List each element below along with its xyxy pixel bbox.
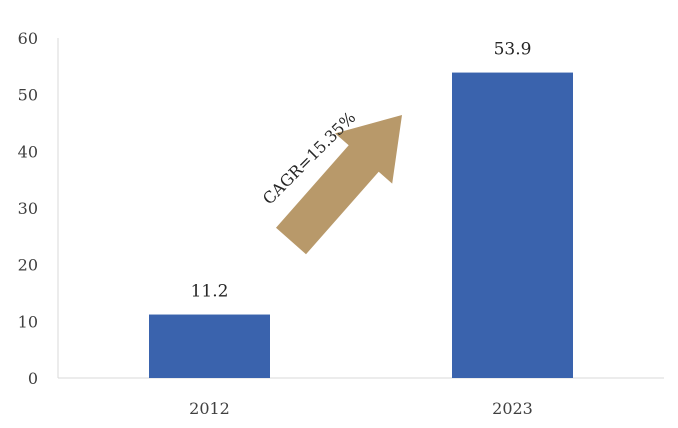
cagr-annotation: CAGR=15.35% xyxy=(259,108,402,255)
y-tick-label: 10 xyxy=(18,312,38,331)
data-label: 11.2 xyxy=(191,282,229,302)
y-tick-label: 20 xyxy=(18,256,38,275)
y-tick-label: 0 xyxy=(28,369,38,388)
x-tick-label: 2012 xyxy=(189,399,230,418)
bar-2023 xyxy=(452,72,573,379)
x-tick-label: 2023 xyxy=(492,399,533,418)
data-label: 53.9 xyxy=(494,40,532,60)
bar-2012 xyxy=(149,314,270,378)
y-axis-ticks: 0 10 20 30 40 50 60 xyxy=(18,29,38,388)
data-labels-group: 11.2 53.9 xyxy=(191,40,532,302)
y-tick-label: 30 xyxy=(18,199,38,218)
x-axis-tick-labels: 2012 2023 xyxy=(189,399,533,418)
y-tick-label: 50 xyxy=(18,86,38,105)
y-tick-label: 60 xyxy=(18,29,38,48)
bars-group xyxy=(149,72,573,379)
cagr-arrow-shape xyxy=(276,115,402,255)
y-tick-label: 40 xyxy=(18,142,38,161)
